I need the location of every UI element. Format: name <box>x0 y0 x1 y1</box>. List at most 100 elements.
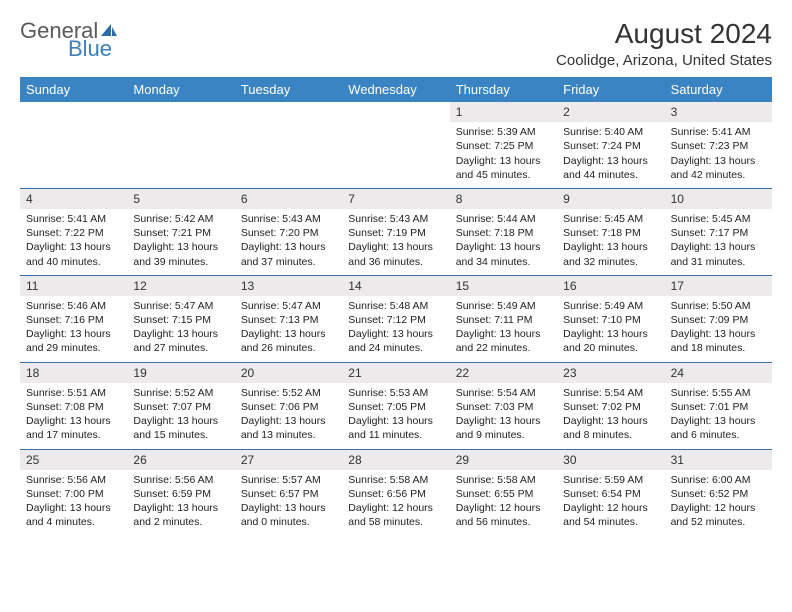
daylight-text: Daylight: 13 hours <box>456 327 551 341</box>
sunrise-text: Sunrise: 5:45 AM <box>671 212 766 226</box>
sunrise-text: Sunrise: 5:53 AM <box>348 386 443 400</box>
calendar-cell: 3Sunrise: 5:41 AMSunset: 7:23 PMDaylight… <box>665 102 772 188</box>
daylight-text: and 26 minutes. <box>241 341 336 355</box>
day-details: Sunrise: 5:49 AMSunset: 7:10 PMDaylight:… <box>557 296 664 362</box>
sunset-text: Sunset: 7:24 PM <box>563 139 658 153</box>
calendar-cell: 19Sunrise: 5:52 AMSunset: 7:07 PMDayligh… <box>127 363 234 449</box>
daylight-text: Daylight: 13 hours <box>563 154 658 168</box>
daylight-text: Daylight: 13 hours <box>348 414 443 428</box>
sunrise-text: Sunrise: 5:58 AM <box>456 473 551 487</box>
sunset-text: Sunset: 7:12 PM <box>348 313 443 327</box>
calendar-cell: 21Sunrise: 5:53 AMSunset: 7:05 PMDayligh… <box>342 363 449 449</box>
day-number: 26 <box>127 450 234 470</box>
sunset-text: Sunset: 7:05 PM <box>348 400 443 414</box>
calendar-cell: 24Sunrise: 5:55 AMSunset: 7:01 PMDayligh… <box>665 363 772 449</box>
calendar-week: 18Sunrise: 5:51 AMSunset: 7:08 PMDayligh… <box>20 362 772 449</box>
day-number: 10 <box>665 189 772 209</box>
day-number: 22 <box>450 363 557 383</box>
day-number: 1 <box>450 102 557 122</box>
daylight-text: Daylight: 13 hours <box>241 501 336 515</box>
daylight-text: Daylight: 13 hours <box>671 414 766 428</box>
sunset-text: Sunset: 7:20 PM <box>241 226 336 240</box>
weekday-label: Monday <box>127 77 234 102</box>
day-details: Sunrise: 5:57 AMSunset: 6:57 PMDaylight:… <box>235 470 342 536</box>
day-details: Sunrise: 5:40 AMSunset: 7:24 PMDaylight:… <box>557 122 664 188</box>
calendar-cell: 16Sunrise: 5:49 AMSunset: 7:10 PMDayligh… <box>557 276 664 362</box>
sunset-text: Sunset: 7:00 PM <box>26 487 121 501</box>
weekday-header-row: Sunday Monday Tuesday Wednesday Thursday… <box>20 77 772 102</box>
sunrise-text: Sunrise: 5:58 AM <box>348 473 443 487</box>
sunrise-text: Sunrise: 5:41 AM <box>26 212 121 226</box>
sunset-text: Sunset: 7:11 PM <box>456 313 551 327</box>
day-details: Sunrise: 5:44 AMSunset: 7:18 PMDaylight:… <box>450 209 557 275</box>
day-number: 4 <box>20 189 127 209</box>
calendar-cell: 29 Sunrise: 5:58 AMSunset: 6:55 PMDayligh… <box>450 450 557 536</box>
daylight-text: and 4 minutes. <box>26 515 121 529</box>
day-details: Sunrise: 5:48 AMSunset: 7:12 PMDaylight:… <box>342 296 449 362</box>
daylight-text: and 20 minutes. <box>563 341 658 355</box>
day-number: 14 <box>342 276 449 296</box>
day-details: Sunrise: 5:49 AMSunset: 7:11 PMDaylight:… <box>450 296 557 362</box>
day-details: Sunrise: 5:55 AMSunset: 7:01 PMDaylight:… <box>665 383 772 449</box>
sunrise-text: Sunrise: 5:43 AM <box>241 212 336 226</box>
day-number: 11 <box>20 276 127 296</box>
sunset-text: Sunset: 6:56 PM <box>348 487 443 501</box>
calendar-cell: 17Sunrise: 5:50 AMSunset: 7:09 PMDayligh… <box>665 276 772 362</box>
sunrise-text: Sunrise: 5:56 AM <box>26 473 121 487</box>
day-number: 20 <box>235 363 342 383</box>
sunset-text: Sunset: 7:19 PM <box>348 226 443 240</box>
daylight-text: Daylight: 13 hours <box>456 414 551 428</box>
sunset-text: Sunset: 7:10 PM <box>563 313 658 327</box>
daylight-text: and 0 minutes. <box>241 515 336 529</box>
daylight-text: Daylight: 13 hours <box>563 327 658 341</box>
day-number: 9 <box>557 189 664 209</box>
daylight-text: Daylight: 13 hours <box>671 327 766 341</box>
sunset-text: Sunset: 6:55 PM <box>456 487 551 501</box>
calendar-cell: 8Sunrise: 5:44 AMSunset: 7:18 PMDaylight… <box>450 189 557 275</box>
daylight-text: and 27 minutes. <box>133 341 228 355</box>
daylight-text: Daylight: 13 hours <box>456 240 551 254</box>
calendar-week: 1Sunrise: 5:39 AMSunset: 7:25 PMDaylight… <box>20 102 772 188</box>
day-details: Sunrise: 5:41 AMSunset: 7:22 PMDaylight:… <box>20 209 127 275</box>
day-details: Sunrise: 5:59 AMSunset: 6:54 PMDaylight:… <box>557 470 664 536</box>
calendar-cell: 28Sunrise: 5:58 AMSunset: 6:56 PMDayligh… <box>342 450 449 536</box>
day-number: 29 <box>450 450 557 470</box>
sunrise-text: Sunrise: 5:46 AM <box>26 299 121 313</box>
daylight-text: and 31 minutes. <box>671 255 766 269</box>
calendar-week: 25Sunrise: 5:56 AMSunset: 7:00 PMDayligh… <box>20 449 772 536</box>
logo: GeneralBlue <box>20 18 120 44</box>
day-details: Sunrise: 5:54 AMSunset: 7:02 PMDaylight:… <box>557 383 664 449</box>
weekday-label: Friday <box>557 77 664 102</box>
daylight-text: Daylight: 12 hours <box>671 501 766 515</box>
calendar-cell: 22Sunrise: 5:54 AMSunset: 7:03 PMDayligh… <box>450 363 557 449</box>
daylight-text: Daylight: 12 hours <box>348 501 443 515</box>
title-block: August 2024 Coolidge, Arizona, United St… <box>556 18 772 69</box>
daylight-text: Daylight: 13 hours <box>671 154 766 168</box>
day-number: 6 <box>235 189 342 209</box>
sunrise-text: Sunrise: 5:49 AM <box>456 299 551 313</box>
weekday-label: Wednesday <box>342 77 449 102</box>
daylight-text: Daylight: 13 hours <box>348 327 443 341</box>
daylight-text: Daylight: 13 hours <box>563 414 658 428</box>
sunset-text: Sunset: 7:17 PM <box>671 226 766 240</box>
day-number: 16 <box>557 276 664 296</box>
daylight-text: and 44 minutes. <box>563 168 658 182</box>
calendar-week: 4Sunrise: 5:41 AMSunset: 7:22 PMDaylight… <box>20 188 772 275</box>
sunrise-text: Sunrise: 5:52 AM <box>133 386 228 400</box>
calendar-cell: 9Sunrise: 5:45 AMSunset: 7:18 PMDaylight… <box>557 189 664 275</box>
daylight-text: Daylight: 12 hours <box>456 501 551 515</box>
sunrise-text: Sunrise: 5:54 AM <box>456 386 551 400</box>
daylight-text: and 13 minutes. <box>241 428 336 442</box>
sunrise-text: Sunrise: 5:42 AM <box>133 212 228 226</box>
sunset-text: Sunset: 6:52 PM <box>671 487 766 501</box>
sunset-text: Sunset: 7:25 PM <box>456 139 551 153</box>
daylight-text: Daylight: 13 hours <box>133 501 228 515</box>
daylight-text: and 29 minutes. <box>26 341 121 355</box>
daylight-text: Daylight: 13 hours <box>348 240 443 254</box>
sunset-text: Sunset: 7:18 PM <box>563 226 658 240</box>
daylight-text: and 22 minutes. <box>456 341 551 355</box>
day-details: Sunrise: 5:56 AMSunset: 6:59 PMDaylight:… <box>127 470 234 536</box>
calendar-cell: 27Sunrise: 5:57 AMSunset: 6:57 PMDayligh… <box>235 450 342 536</box>
daylight-text: Daylight: 13 hours <box>241 414 336 428</box>
calendar-cell: 13Sunrise: 5:47 AMSunset: 7:13 PMDayligh… <box>235 276 342 362</box>
